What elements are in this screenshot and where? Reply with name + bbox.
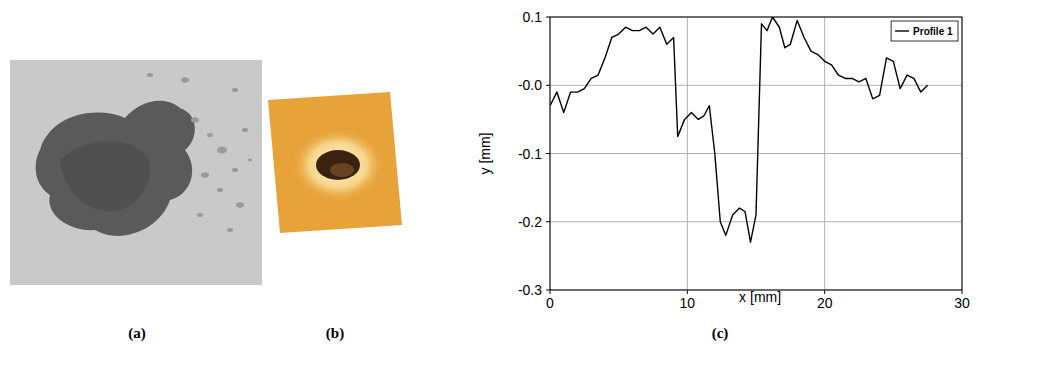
stain-core bbox=[60, 141, 150, 211]
spot bbox=[227, 228, 233, 232]
tick-label: 20 bbox=[817, 295, 833, 311]
crater bbox=[316, 150, 360, 180]
spot bbox=[147, 73, 153, 77]
legend-label: Profile 1 bbox=[913, 26, 953, 37]
grid-line bbox=[550, 153, 962, 154]
tick-mark bbox=[546, 153, 550, 154]
axis-title: x [mm] bbox=[739, 289, 781, 305]
axis-title: y [mm] bbox=[477, 133, 493, 175]
grid-line bbox=[550, 221, 962, 222]
grid-line bbox=[550, 85, 962, 86]
tick-label: 0 bbox=[546, 295, 554, 311]
tick-mark bbox=[824, 290, 825, 294]
legend: Profile 1 bbox=[891, 21, 958, 41]
crater-floor bbox=[330, 163, 354, 177]
spot bbox=[201, 172, 209, 178]
spot bbox=[248, 159, 252, 162]
spot bbox=[232, 168, 238, 172]
spot bbox=[181, 77, 189, 83]
tick-label: 10 bbox=[680, 295, 696, 311]
tick-mark bbox=[687, 290, 688, 294]
tick-label: 0.1 bbox=[523, 9, 543, 25]
tick-mark bbox=[962, 290, 963, 294]
spot bbox=[242, 128, 248, 132]
spot bbox=[191, 117, 199, 123]
stain bbox=[36, 101, 195, 236]
panel-label: (b) bbox=[326, 325, 344, 342]
tick-label: -0.1 bbox=[518, 146, 542, 162]
figure: 0 10 20 30 -0.3 -0.2 -0.1 -0.0 0.1 x [mm] y [mm] Pr… bbox=[0, 0, 1040, 370]
spot bbox=[232, 88, 238, 92]
spot bbox=[197, 213, 203, 217]
tick-mark bbox=[546, 85, 550, 86]
panel-label: (c) bbox=[712, 325, 729, 342]
rim bbox=[290, 127, 386, 203]
spot bbox=[207, 133, 213, 137]
spot bbox=[236, 202, 244, 208]
tick-mark bbox=[550, 290, 551, 294]
spot bbox=[217, 147, 227, 154]
tick-mark bbox=[546, 17, 550, 18]
tick-mark bbox=[546, 221, 550, 222]
photo-panel bbox=[10, 60, 262, 285]
plot-frame bbox=[550, 17, 962, 290]
plot-area bbox=[550, 17, 928, 242]
panel-label: (a) bbox=[128, 325, 146, 342]
surface-panel bbox=[268, 92, 402, 233]
tick-label: 30 bbox=[954, 295, 970, 311]
spot bbox=[217, 188, 223, 192]
tick-label: -0.3 bbox=[518, 282, 542, 298]
photo-background bbox=[10, 60, 262, 285]
tick-mark bbox=[546, 290, 550, 291]
tick-label: -0.2 bbox=[518, 214, 542, 230]
legend-swatch bbox=[895, 30, 909, 31]
tick-label: -0.0 bbox=[518, 77, 542, 93]
surface bbox=[268, 92, 402, 233]
line-chart: 0 10 20 30 -0.3 -0.2 -0.1 -0.0 0.1 x [mm] y [mm] Pr… bbox=[477, 9, 970, 311]
legend-box bbox=[891, 21, 958, 41]
profile-line bbox=[550, 17, 928, 242]
